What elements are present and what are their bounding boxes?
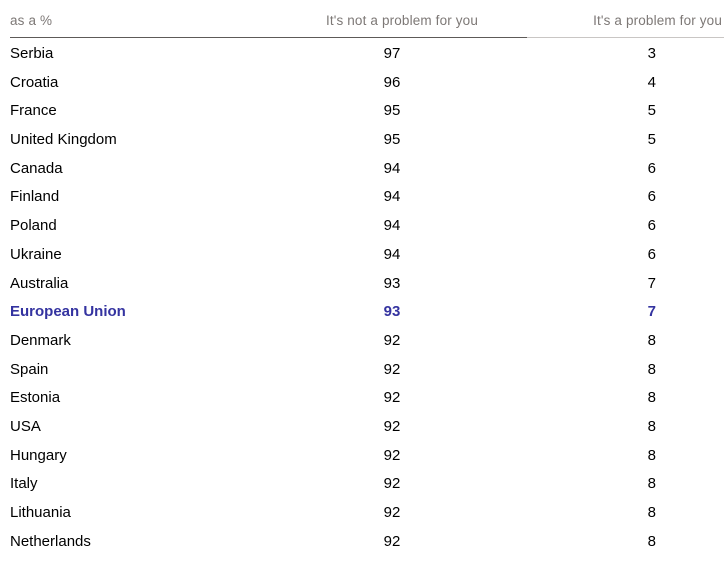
cell-is-a-problem-value: 8	[647, 504, 656, 521]
cell-country: Lithuania	[10, 504, 71, 521]
table-header: as a % It's not a problem for you It's a…	[0, 0, 724, 39]
cell-country: France	[10, 102, 57, 120]
cell-is-a-problem-value: 3	[647, 45, 656, 62]
table-row: Lithuania 92 8	[0, 498, 724, 527]
cell-country: Finland	[10, 188, 60, 206]
cell-is-a-problem-value: 8	[647, 331, 656, 349]
cell-country: Croatia	[10, 73, 59, 91]
cell-not-a-problem-value: 92	[383, 446, 401, 464]
table-row: Netherlands 92 8	[0, 527, 724, 556]
column-header-not-a-problem: It's not a problem for you	[325, 13, 478, 28]
cell-not-a-problem-value: 92	[383, 417, 401, 435]
cell-country: United Kingdom	[10, 131, 117, 149]
cell-not-a-problem-value: 92	[383, 532, 401, 550]
table-row: European Union 93 7	[0, 297, 724, 326]
cell-is-a-problem-value: 5	[647, 102, 656, 120]
cell-not-a-problem-value: 96	[383, 73, 401, 91]
cell-is-a-problem-value: 8	[647, 475, 656, 493]
header-rule-primary	[10, 37, 527, 38]
cell-country: Poland	[10, 217, 57, 235]
cell-country: Serbia	[10, 45, 54, 62]
cell-not-a-problem-value: 92	[383, 475, 401, 493]
cell-not-a-problem-value: 93	[383, 303, 401, 321]
cell-not-a-problem-value: 92	[383, 360, 401, 378]
cell-country: Australia	[10, 274, 69, 292]
column-header-unit: as a %	[10, 13, 53, 28]
table-row: Australia 93 7	[0, 269, 724, 298]
cell-country: Canada	[10, 159, 63, 177]
cell-not-a-problem-value: 92	[383, 504, 401, 521]
table-row: Denmark 92 8	[0, 326, 724, 355]
header-rule-secondary	[527, 37, 724, 38]
table-row: United Kingdom 95 5	[0, 125, 724, 154]
cell-is-a-problem-value: 8	[647, 446, 656, 464]
cell-not-a-problem-value: 95	[383, 102, 401, 120]
cell-not-a-problem-value: 92	[383, 389, 401, 407]
cell-is-a-problem-value: 7	[647, 274, 656, 292]
cell-country: Hungary	[10, 446, 67, 464]
table-row: Poland 94 6	[0, 211, 724, 240]
cell-not-a-problem-value: 95	[383, 131, 401, 149]
cell-country: Italy	[10, 475, 38, 493]
table-row: Italy 92 8	[0, 469, 724, 498]
cell-country: Denmark	[10, 331, 71, 349]
cell-country: Ukraine	[10, 245, 62, 263]
cell-country: Netherlands	[10, 532, 91, 550]
table-row: Serbia 97 3	[0, 39, 724, 68]
table-row: Estonia 92 8	[0, 383, 724, 412]
cell-is-a-problem-value: 5	[647, 131, 656, 149]
cell-is-a-problem-value: 8	[647, 360, 656, 378]
cell-is-a-problem-value: 8	[647, 532, 656, 550]
cell-country: Spain	[10, 360, 49, 378]
cell-not-a-problem-value: 97	[383, 45, 401, 62]
table-row: France 95 5	[0, 96, 724, 125]
cell-is-a-problem-value: 6	[647, 159, 656, 177]
cell-country: USA	[10, 417, 41, 435]
table-row: Finland 94 6	[0, 182, 724, 211]
cell-not-a-problem-value: 92	[383, 331, 401, 349]
table-row: USA 92 8	[0, 412, 724, 441]
table-row: Croatia 96 4	[0, 68, 724, 97]
cell-not-a-problem-value: 94	[383, 188, 401, 206]
cell-is-a-problem-value: 6	[647, 188, 656, 206]
table-row: Spain 92 8	[0, 355, 724, 384]
cell-is-a-problem-value: 7	[647, 303, 656, 321]
cell-is-a-problem-value: 8	[647, 389, 656, 407]
table-row: Canada 94 6	[0, 154, 724, 183]
cell-not-a-problem-value: 94	[383, 217, 401, 235]
table-row: Ukraine 94 6	[0, 240, 724, 269]
column-header-is-a-problem: It's a problem for you	[593, 13, 722, 28]
table-body: Serbia 97 3 Croatia 96 4 France 95 5 United Kingd…	[0, 39, 724, 555]
cell-is-a-problem-value: 4	[647, 73, 656, 91]
cell-is-a-problem-value: 8	[647, 417, 656, 435]
cell-is-a-problem-value: 6	[647, 245, 656, 263]
cell-country: European Union	[10, 303, 126, 321]
cell-not-a-problem-value: 94	[383, 159, 401, 177]
cell-not-a-problem-value: 94	[383, 245, 401, 263]
table-row: Hungary 92 8	[0, 441, 724, 470]
cell-is-a-problem-value: 6	[647, 217, 656, 235]
cell-country: Estonia	[10, 389, 61, 407]
cell-not-a-problem-value: 93	[383, 274, 401, 292]
